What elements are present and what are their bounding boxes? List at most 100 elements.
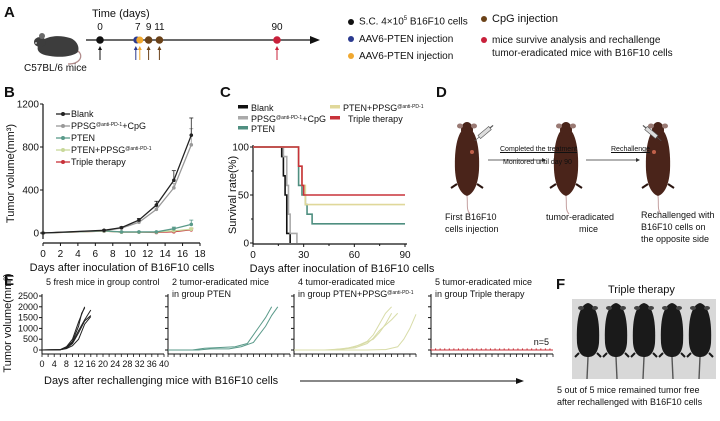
mouse-tumor-eradicated [549,122,583,215]
x-tick-label: 40 [159,359,169,369]
x-tick-label: 8 [64,359,69,369]
data-point [172,226,176,231]
arrowhead-icon [636,158,640,162]
black-dot-icon [348,18,354,25]
arrowhead-icon [146,46,151,50]
legend-label: Triple therapy [348,114,403,124]
tumor-growth-curve [41,315,92,351]
legend-swatch [238,105,248,109]
data-point [430,348,432,350]
data-point [485,348,487,350]
mouse-ear [471,123,477,129]
mouse-tail [698,356,701,380]
x-tick-label: 30 [298,250,310,261]
legend-label: Triple therapy [71,157,126,167]
mouse-ear [592,306,598,310]
y-tick-label: 2000 [18,302,38,312]
data-point [499,348,501,350]
syringe-icon [642,124,662,142]
data-point [172,186,176,190]
panel-b-label: B [4,84,15,101]
timeline-title: Time (days) [92,8,150,20]
panel-c-label: C [220,84,231,101]
y-tick-label: 500 [23,334,38,344]
tumor-growth-curve [168,306,273,351]
data-point [467,348,469,350]
x-tick-label: 16 [177,249,189,260]
x-tick-label: 14 [160,249,172,260]
data-point [172,178,176,183]
y-tick-label: 0 [243,239,249,250]
legend-label: Blank [71,109,94,119]
x-tick-label: 32 [135,359,145,369]
legend-swatch [238,126,248,130]
mouse-leg [708,352,714,358]
mouse-leg [652,352,658,358]
mouse-leg [596,352,602,358]
x-tick-label: 0 [39,359,44,369]
y-tick-label: 1000 [18,323,38,333]
panel-e-label: E [4,272,15,289]
data-point [448,348,450,350]
tumor-growth-curve [294,306,392,351]
x-tick-label: 24 [110,359,120,369]
survival-curve-ppsg [253,146,298,243]
x-tick-label: 0 [40,249,46,260]
blue-dot-icon [348,36,354,43]
data-point [439,348,441,350]
black-mouse [602,303,630,380]
timepoint-dot-day-11 [155,36,164,44]
panel-f-caption-l1: 5 out of 5 mice remained tumor free [557,385,700,395]
x-tick-label: 28 [122,359,132,369]
data-point [102,228,106,233]
caption-rechallenged-l2: B16F10 cells on [641,222,706,232]
y-axis-label: Tumor volume(mm³) [2,273,14,372]
legend-label: Blank [251,103,274,113]
arrowhead-icon [275,46,279,50]
timepoint-dot-day-90 [273,36,281,44]
data-point [453,348,455,350]
x-tick-label: 2 [58,249,64,260]
data-point [434,348,437,350]
mouse-body [688,303,712,357]
tumor-growth-curve [294,314,417,351]
survival-curve-triple-therapy [253,146,405,196]
legend-item-aav6-blue: AAV6-PTEN injection [348,34,453,46]
mouse-tail [615,356,618,380]
y-tick-label: 800 [22,143,39,154]
mouse-ear [648,306,654,310]
data-point [119,230,124,234]
data-point [137,230,141,234]
x-axis-label: Days after rechallenging mice with B16F1… [44,375,279,387]
x-tick-label: 20 [98,359,108,369]
legend-swatch [330,116,340,120]
x-tick-label: 4 [52,359,57,369]
panel-f-label: F [556,276,566,293]
mouse-body [660,303,684,357]
mouse-body [553,128,579,196]
arrowhead-icon [157,46,162,50]
mouse-ear [570,123,576,129]
panel-f-title: Triple therapy [608,284,675,296]
mouse-leg [624,352,630,358]
caption-eradicated-l2: mice [579,224,599,234]
arrowhead-icon [133,46,138,50]
legend-marker [61,112,65,116]
black-mouse [574,303,602,380]
red-dot-icon [481,37,487,44]
mouse-tail [565,195,570,215]
mouse-leg [680,352,686,358]
chart-c: 0 50 100 0 30 60 90 Days after inoculation of B… [227,103,435,275]
legend-item-rechallenge: mice survive analysis and rechallenge [481,35,660,47]
mouse-ear [648,123,654,129]
subplot-title: 5 tumor-eradicated mice [435,277,532,287]
arrow1-top-label: Completed the treatment [500,146,578,153]
mouse-body [576,303,600,357]
data-point [503,348,505,350]
brown-dot-icon [481,16,487,23]
subplot-title: 5 fresh mice in group control [46,277,160,287]
legend-swatch [238,116,248,120]
mouse-ear [578,306,584,310]
legend-marker [61,148,65,152]
